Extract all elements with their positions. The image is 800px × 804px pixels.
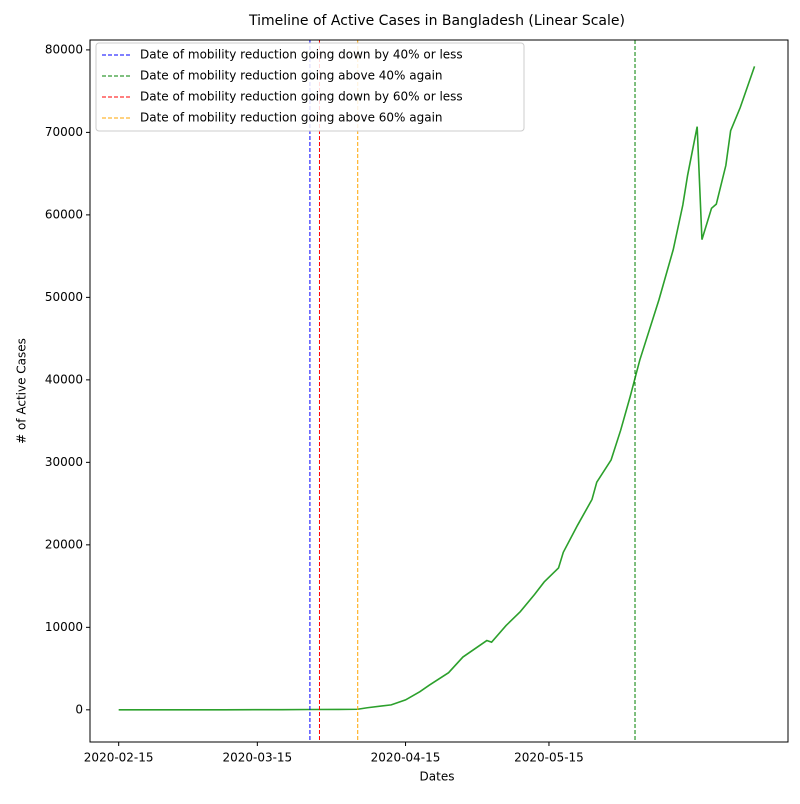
line-series — [118, 66, 756, 711]
legend-box — [95, 42, 525, 132]
legend-label: Date of mobility reduction going above 4… — [140, 69, 443, 83]
x-tick-label: 2020-05-15 — [514, 751, 584, 765]
y-tick-label: 0 — [75, 702, 83, 716]
x-tick-label: 2020-03-15 — [222, 751, 292, 765]
legend-label: Date of mobility reduction going down by… — [140, 90, 463, 104]
y-tick-label: 60000 — [45, 207, 83, 221]
x-tick-label: 2020-02-15 — [84, 751, 154, 765]
plot-frame — [89, 39, 789, 743]
y-axis-label: # of Active Cases — [15, 338, 29, 444]
legend-label: Date of mobility reduction going above 6… — [140, 111, 443, 125]
legend-label: Date of mobility reduction going down by… — [140, 48, 463, 62]
y-tick-label: 40000 — [45, 372, 83, 386]
y-tick-label: 10000 — [45, 620, 83, 634]
y-tick-label: 80000 — [45, 42, 83, 56]
x-tick-label: 2020-04-15 — [371, 751, 441, 765]
y-tick-label: 70000 — [45, 125, 83, 139]
y-tick-label: 20000 — [45, 537, 83, 551]
y-tick-label: 30000 — [45, 455, 83, 469]
y-tick-label: 50000 — [45, 290, 83, 304]
chart-title: Timeline of Active Cases in Bangladesh (… — [248, 13, 625, 29]
x-axis-label: Dates — [420, 770, 455, 784]
